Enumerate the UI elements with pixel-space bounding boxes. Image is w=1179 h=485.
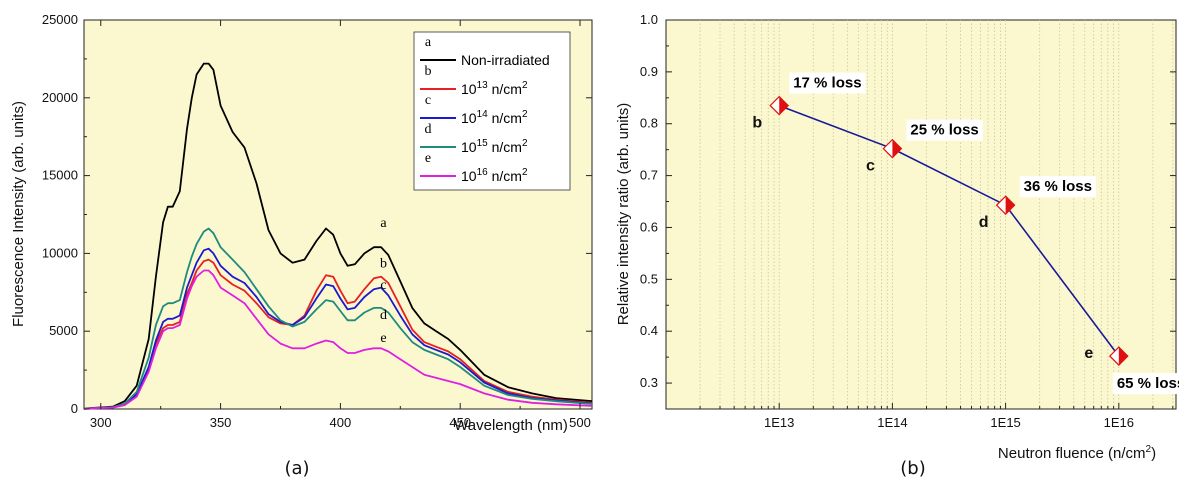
marker-fill: [779, 96, 789, 115]
y-tick-label-b: 0.7: [640, 168, 658, 183]
x-tick-label-a: 450: [449, 415, 471, 430]
y-tick-label-b: 0.5: [640, 271, 658, 286]
data-point-e: [1108, 346, 1129, 366]
y-tick-label-a: 15000: [42, 168, 78, 183]
y-tick-label-a: 5000: [49, 323, 78, 338]
loss-label-b: 17 % loss: [793, 75, 861, 92]
y-axis-label-b: Relative intensity ratio (arb. units): [615, 103, 632, 326]
loss-label-e: 65 % loss: [1117, 375, 1179, 392]
curve-label-c: c: [380, 278, 386, 293]
curve-label-a: a: [380, 216, 387, 231]
y-tick-label-a: 10000: [42, 245, 78, 260]
legend-label-a: Non-irradiated: [461, 52, 550, 68]
legend: a Non-irradiated b 1013 n/cm2 c 1014 n/cm2 d 10…: [413, 31, 571, 191]
loss-label-c: 25 % loss: [910, 122, 978, 139]
x-tick-label-a: 350: [210, 415, 232, 430]
series-line-c: [83, 247, 593, 410]
y-tick-label-a: 0: [71, 401, 78, 416]
fluorescence-spectrum-chart: 300 350 400 450 5000500010000150002000025000…: [10, 12, 593, 479]
legend-letter-e: e: [425, 151, 431, 166]
x-tick-label-a: 300: [90, 415, 112, 430]
x-tick-label-b: 1E15: [990, 415, 1020, 430]
data-point-c: [882, 138, 903, 159]
series-line-ratio: [778, 104, 1120, 357]
loss-label-bg: [1019, 176, 1096, 198]
plot-area-b: [665, 19, 1177, 410]
y-axis-label-a: Fluorescence Intensity (arb. units): [10, 101, 27, 327]
x-tick-label-b: 1E13: [764, 415, 794, 430]
legend-box: [413, 31, 571, 191]
minor-grid-b: [699, 20, 1174, 409]
marker-fill: [1118, 347, 1128, 366]
marker-fill: [892, 139, 902, 158]
y-tick-label-a: 20000: [42, 90, 78, 105]
point-label-e: e: [1084, 345, 1093, 362]
point-label-c: c: [866, 158, 875, 175]
y-tick-label-a: 25000: [42, 12, 78, 27]
legend-letter-d: d: [425, 122, 432, 137]
curve-label-b: b: [380, 256, 387, 271]
x-tick-label-b: 1E14: [877, 415, 907, 430]
loss-label-bg: [1112, 373, 1179, 395]
series-line-a: [83, 62, 593, 410]
y-tick-label-b: 0.6: [640, 219, 658, 234]
curve-label-d: d: [380, 308, 387, 323]
loss-label-bg: [789, 72, 866, 94]
legend-label-e: 1016 n/cm2: [461, 167, 528, 184]
panel-label-b: (b): [900, 458, 925, 479]
spectrum-series-group: [83, 62, 593, 410]
y-tick-label-b: 0.8: [640, 116, 658, 131]
data-point-b: [769, 95, 790, 116]
legend-label-c: 1014 n/cm2: [461, 109, 528, 126]
intensity-ratio-series: b 17 % loss c 25 % loss d 36 % loss e 65 % loss: [752, 72, 1179, 395]
data-point-d: [995, 195, 1016, 216]
legend-label-b: 1013 n/cm2: [461, 80, 528, 97]
loss-label-d: 36 % loss: [1024, 178, 1092, 195]
point-label-b: b: [752, 115, 762, 132]
legend-label-d: 1015 n/cm2: [461, 138, 528, 155]
x-axis-label-a: Wavelength (nm): [454, 417, 568, 434]
x-tick-label-b: 1E16: [1104, 415, 1134, 430]
legend-items: a Non-irradiated b 1013 n/cm2 c 1014 n/cm2 d 10…: [420, 35, 550, 184]
y-tick-label-b: 0.3: [640, 375, 658, 390]
x-axis-label-b: Neutron fluence (n/cm2): [998, 444, 1156, 462]
y-tick-label-b: 0.4: [640, 323, 658, 338]
loss-label-bg: [906, 119, 983, 141]
point-label-d: d: [979, 214, 989, 231]
relative-intensity-chart: 1E13 1E14 1E15 1E16 0.3 0.4 0.5 0.6 0.7 0.8 0.9 1.0…: [615, 12, 1179, 479]
series-line-e: [83, 269, 593, 410]
y-tick-label-b: 1.0: [640, 12, 658, 27]
marker-fill: [1005, 196, 1015, 215]
legend-letter-b: b: [425, 64, 432, 79]
y-tick-label-b: 0.9: [640, 64, 658, 79]
series-line-d: [83, 227, 593, 410]
curve-label-e: e: [380, 331, 386, 346]
x-tick-label-a: 500: [569, 415, 591, 430]
axes-ticks-b: 1E13 1E14 1E15 1E16 0.3 0.4 0.5 0.6 0.7 0.8 0.9 1.0: [640, 12, 1176, 430]
legend-letter-a: a: [425, 35, 432, 50]
legend-letter-c: c: [425, 93, 431, 108]
x-tick-label-a: 400: [330, 415, 352, 430]
panel-label-a: (a): [284, 458, 309, 479]
